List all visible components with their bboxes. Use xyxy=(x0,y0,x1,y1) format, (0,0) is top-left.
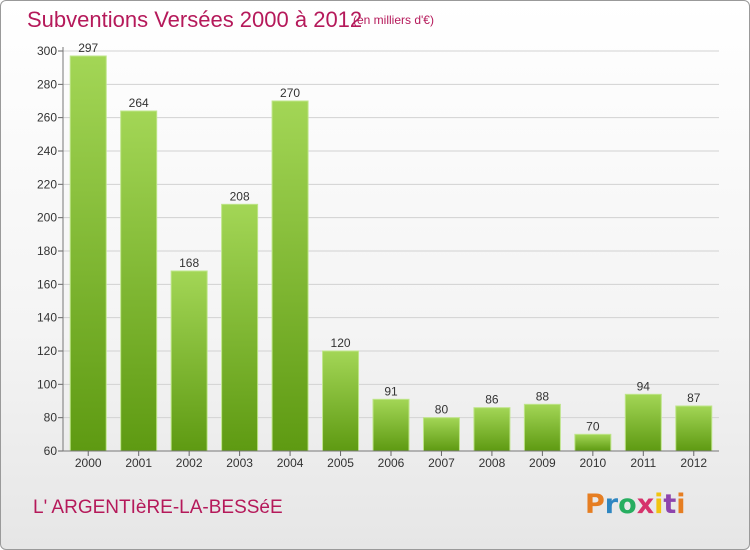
logo-letter: x xyxy=(636,489,655,520)
data-label-2003: 208 xyxy=(230,189,250,203)
x-tick-label-2000: 2000 xyxy=(75,456,102,470)
x-tick-label-2010: 2010 xyxy=(579,456,606,470)
y-tick-label: 220 xyxy=(37,177,57,191)
x-tick-label-2006: 2006 xyxy=(378,456,405,470)
data-label-2012: 87 xyxy=(687,391,701,405)
x-tick-label-2005: 2005 xyxy=(327,456,354,470)
y-tick-label: 160 xyxy=(37,277,57,291)
bar-2011 xyxy=(624,393,662,452)
y-tick-label: 200 xyxy=(37,211,57,225)
y-tick-label: 100 xyxy=(37,377,57,391)
y-tick-label: 60 xyxy=(44,444,58,458)
logo-letter: r xyxy=(604,489,619,520)
commune-name: L' ARGENTIèRE-LA-BESSéE xyxy=(33,497,283,518)
data-label-2006: 91 xyxy=(384,384,398,398)
bar-2012 xyxy=(675,405,713,452)
bar-2009 xyxy=(523,403,561,452)
data-label-2011: 94 xyxy=(637,379,651,393)
logo-letter: i xyxy=(654,489,664,520)
data-label-2000: 297 xyxy=(78,41,98,55)
bar-2007 xyxy=(422,417,460,452)
data-label-2009: 88 xyxy=(536,389,550,403)
data-label-2002: 168 xyxy=(179,256,199,270)
chart-title: Subventions Versées 2000 à 2012 xyxy=(27,7,363,32)
logo-letter: t xyxy=(663,489,677,520)
chart-subtitle: (en milliers d'€) xyxy=(353,13,434,27)
data-label-2010: 70 xyxy=(586,419,600,433)
y-tick-label: 140 xyxy=(37,311,57,325)
y-tick-label: 180 xyxy=(37,244,57,258)
bar-2002 xyxy=(170,270,208,452)
x-tick-label-2012: 2012 xyxy=(680,456,707,470)
y-tick-label: 80 xyxy=(44,411,58,425)
bar-2006 xyxy=(372,398,410,452)
bar-2001 xyxy=(120,110,158,452)
x-tick-label-2002: 2002 xyxy=(176,456,203,470)
logo-letter: o xyxy=(618,489,637,520)
x-tick-label-2009: 2009 xyxy=(529,456,556,470)
y-tick-label: 260 xyxy=(37,111,57,125)
x-tick-label-2001: 2001 xyxy=(125,456,152,470)
y-tick-label: 300 xyxy=(37,44,57,58)
bar-2000 xyxy=(69,55,107,452)
x-tick-label-2007: 2007 xyxy=(428,456,455,470)
data-label-2008: 86 xyxy=(485,393,499,407)
x-tick-label-2011: 2011 xyxy=(630,456,656,470)
y-tick-label: 240 xyxy=(37,144,57,158)
data-label-2007: 80 xyxy=(435,403,449,417)
logo-letter: i xyxy=(676,489,686,520)
y-tick-label: 120 xyxy=(37,344,57,358)
y-tick-label: 280 xyxy=(37,77,57,91)
bar-2004 xyxy=(271,100,309,452)
data-label-2005: 120 xyxy=(331,336,351,350)
x-tick-label-2003: 2003 xyxy=(226,456,253,470)
bars: 297 264 168 208 270 120 91 80 86 88 70 94 87 xyxy=(69,41,713,452)
x-tick-label-2008: 2008 xyxy=(479,456,506,470)
x-tick-label-2004: 2004 xyxy=(277,456,304,470)
x-axis: 2000 2001 2002 2003 2004 2005 2006 2007 2008 2009… xyxy=(63,450,719,470)
y-axis: 60 80 100 120 140 160 180 200 220 240 260 280 300 xyxy=(37,44,64,458)
bar-2010 xyxy=(574,433,612,452)
bar-2008 xyxy=(473,407,511,452)
data-label-2004: 270 xyxy=(280,86,300,100)
data-label-2001: 264 xyxy=(129,96,149,110)
logo-letter: P xyxy=(585,489,605,520)
bar-2003 xyxy=(221,203,259,452)
proxiti-logo[interactable]: Proxiti xyxy=(585,489,686,520)
bar-2005 xyxy=(322,350,360,452)
